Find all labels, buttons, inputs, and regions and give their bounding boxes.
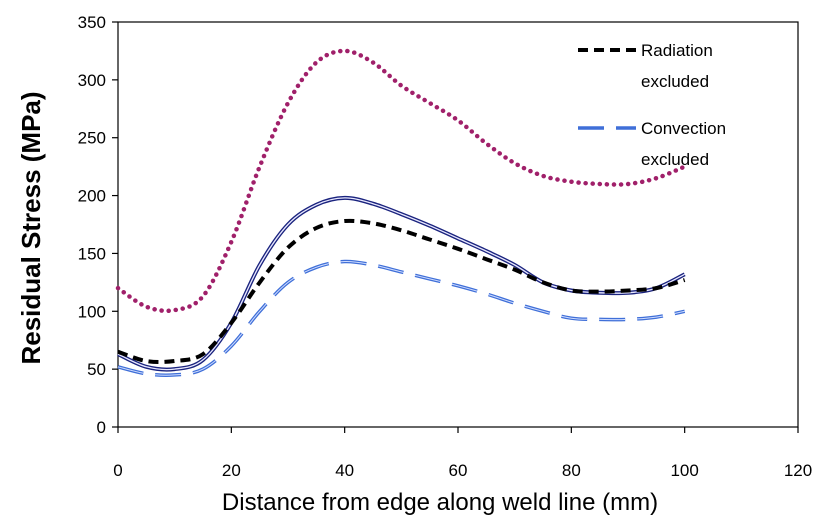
series-line-2-inner [117,197,685,371]
x-tick-label: 0 [113,461,122,480]
x-tick-label: 80 [562,461,581,480]
y-tick-label: 100 [78,302,106,321]
x-tick-label: 100 [670,461,698,480]
y-tick-label: 200 [78,187,106,206]
legend-label-1: Radiation excluded [641,41,713,91]
x-tick-label: 40 [335,461,354,480]
legend: Radiation excluded Convection excluded [578,41,726,169]
x-tick-label: 60 [449,461,468,480]
y-tick-label: 300 [78,71,106,90]
series-layer [115,48,687,377]
y-axis-title: Residual Stress (MPa) [16,91,46,364]
x-tick-label: 120 [784,461,812,480]
x-axis: 0 20 40 60 80 100 120 [113,427,812,480]
y-tick-label: 0 [97,418,106,437]
y-tick-label: 50 [87,360,106,379]
y-tick-label: 250 [78,129,106,148]
legend-label-2: Convection excluded [641,119,726,169]
series-line-2 [117,195,686,372]
series-line-1 [115,48,687,314]
x-tick-label: 20 [222,461,241,480]
y-tick-label: 350 [78,13,106,32]
series-line-3 [117,218,686,365]
y-axis: 0 50 100 150 200 250 300 350 [78,13,118,437]
y-tick-label: 150 [78,244,106,263]
x-axis-title: Distance from edge along weld line (mm) [222,489,658,516]
series-line-4-inner [117,260,685,376]
